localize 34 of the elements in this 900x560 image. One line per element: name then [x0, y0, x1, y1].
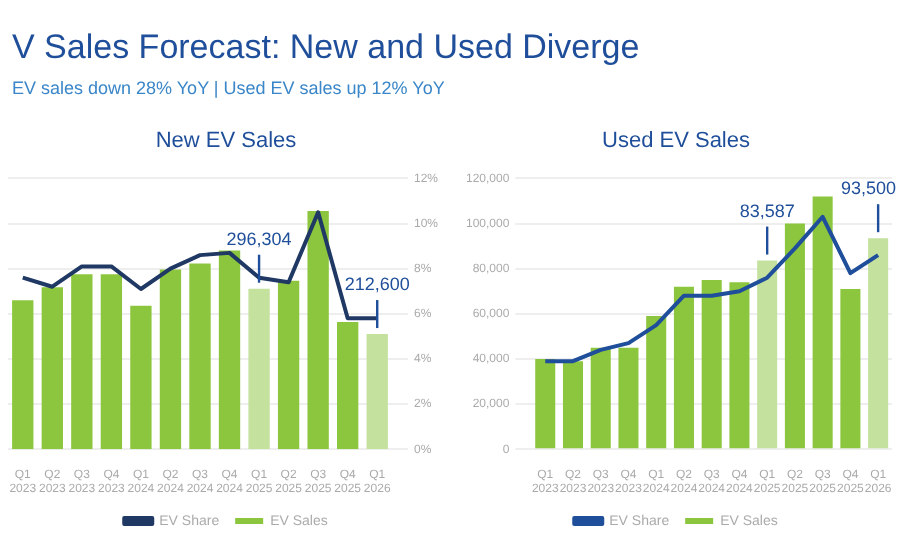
bar: [71, 274, 93, 450]
bar: [729, 282, 750, 449]
bar: [590, 347, 611, 449]
bar: [248, 288, 270, 450]
bar: [535, 358, 556, 449]
data-label: 296,304: [226, 228, 292, 249]
bar: [562, 361, 584, 449]
chart-title: Used EV Sales: [602, 129, 751, 154]
bar: [701, 279, 722, 449]
bar: [868, 238, 889, 449]
bar: [159, 269, 182, 450]
bar: [618, 347, 639, 449]
chart-title: New EV Sales: [155, 129, 298, 154]
bar: [784, 223, 805, 449]
text: V Sales Forecast: New and Used Diverge: [12, 28, 640, 68]
bar: [812, 196, 833, 449]
bar: [307, 210, 329, 450]
bar: [277, 280, 300, 450]
bar: [12, 300, 34, 450]
bar: [41, 287, 63, 450]
bar: [189, 263, 211, 450]
data-label: 93,500: [840, 178, 896, 199]
text: EV sales down 28% YoY | Used EV sales up 12% YoY: [12, 78, 447, 98]
bar: [218, 250, 241, 450]
bar: [840, 288, 861, 449]
data-label: 212,600: [344, 274, 410, 295]
bar: [646, 316, 667, 449]
bar: [366, 334, 388, 450]
bar: [673, 286, 694, 449]
bar: [337, 321, 359, 450]
data-label: 83,587: [739, 200, 795, 221]
bar: [757, 260, 778, 449]
bar: [130, 305, 152, 450]
bar: [100, 274, 123, 450]
